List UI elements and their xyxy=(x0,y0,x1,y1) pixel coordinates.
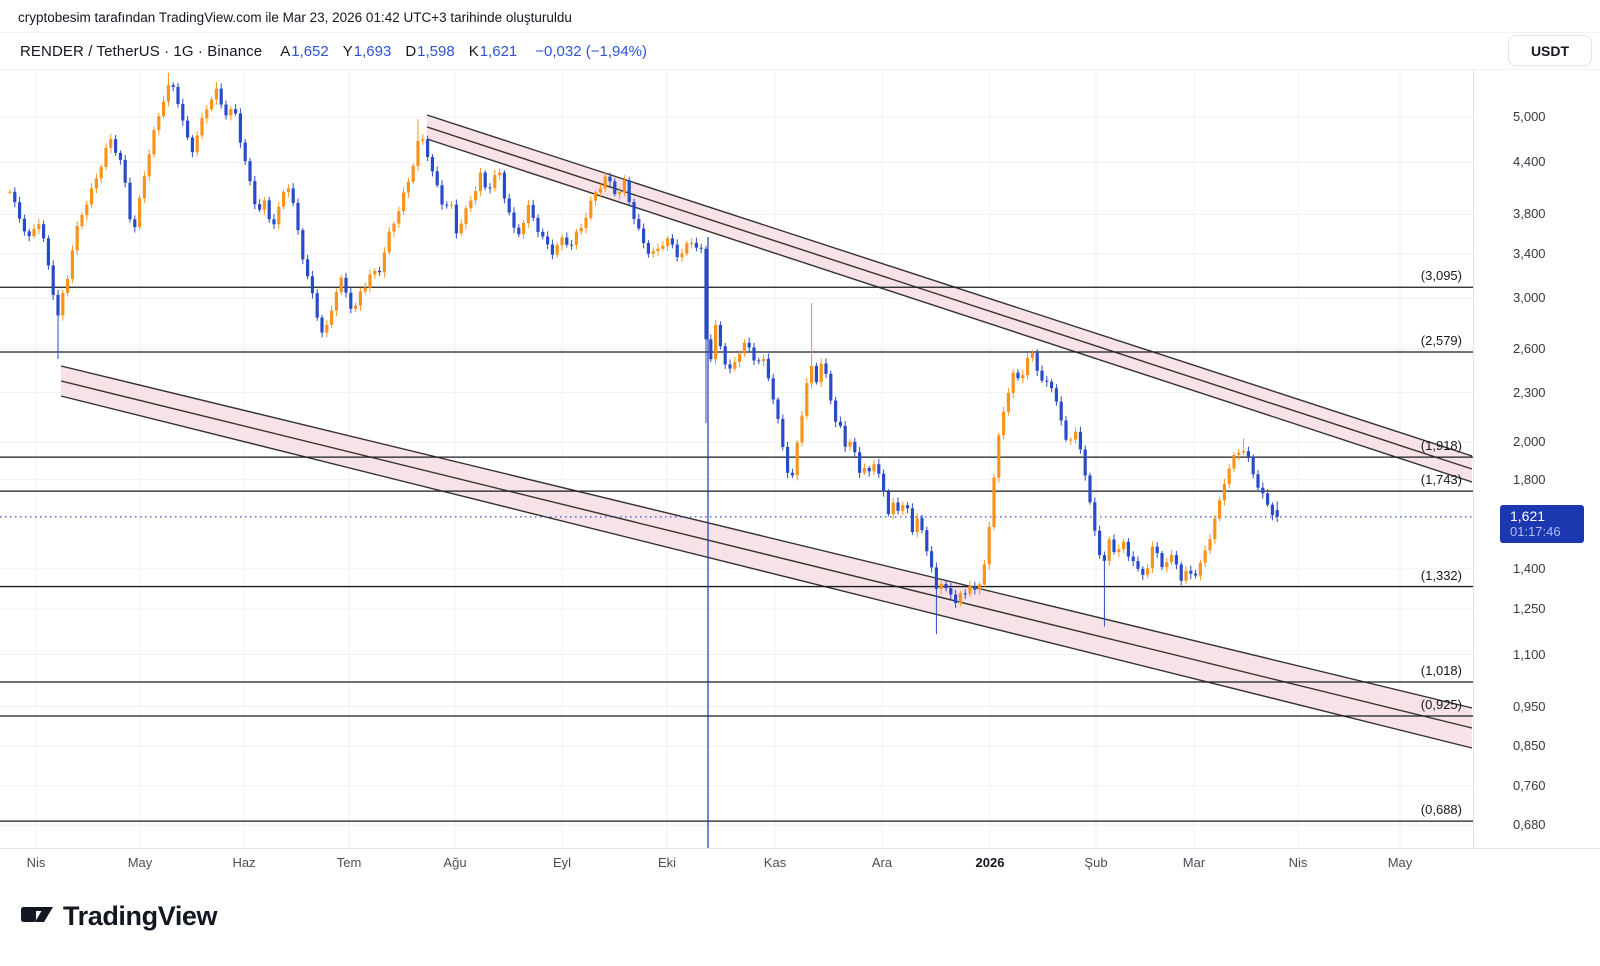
attribution-text: cryptobesim tarafından TradingView.com i… xyxy=(18,10,572,25)
price-axis-border xyxy=(1473,70,1474,848)
last-price-value: 1,621 xyxy=(1510,507,1546,524)
price-tick-label: 3,400 xyxy=(1513,245,1546,261)
price-tick-label: 5,000 xyxy=(1513,109,1546,124)
price-tick-label: 2,000 xyxy=(1513,434,1546,450)
chart-canvas[interactable] xyxy=(0,70,1473,848)
time-tick-label: Eyl xyxy=(552,855,572,870)
candle-countdown: 01:17:46 xyxy=(1510,523,1561,539)
tradingview-logo-icon xyxy=(21,907,53,922)
time-tick-label: May xyxy=(127,855,153,870)
header-separator xyxy=(0,32,1600,33)
price-tick-label: 0,760 xyxy=(1513,777,1546,793)
price-tick-label: 0,680 xyxy=(1513,817,1546,833)
pane-top-separator xyxy=(0,69,1600,70)
symbol-title[interactable]: RENDER / TetherUS · 1G · Binance xyxy=(20,42,263,60)
time-tick-label: Nis xyxy=(26,855,46,870)
time-tick-label: Tem xyxy=(336,855,362,870)
time-axis-border xyxy=(0,848,1600,849)
price-change: −0,032 (−1,94%) xyxy=(535,42,648,60)
price-tick-label: 3,800 xyxy=(1513,206,1546,222)
ohlc-key: Y xyxy=(342,42,353,60)
price-tick-label: 2,300 xyxy=(1513,384,1546,400)
ohlc-values: A 1,652 Y 1,693 D 1,598 K 1,621 xyxy=(280,43,517,60)
time-tick-label: Ara xyxy=(871,855,893,870)
ohlc-key: A xyxy=(280,42,291,60)
ohlc-pair: D 1,598 xyxy=(405,43,454,60)
ohlc-key: D xyxy=(405,42,417,60)
ohlc-pair: Y 1,693 xyxy=(343,43,392,60)
time-tick-label: May xyxy=(1387,855,1413,870)
price-tick-label: 0,850 xyxy=(1513,738,1546,754)
time-tick-label: Haz xyxy=(232,855,256,870)
price-tick-label: 2,600 xyxy=(1513,341,1546,357)
ohlc-pair: A 1,652 xyxy=(280,43,329,60)
price-tick-label: 1,400 xyxy=(1513,560,1546,576)
ohlc-value: 1,693 xyxy=(353,42,392,60)
time-tick-label: Kas xyxy=(763,855,787,870)
price-tick-label: 0,950 xyxy=(1513,698,1546,714)
ohlc-pair: K 1,621 xyxy=(469,43,518,60)
time-tick-label: 2026 xyxy=(975,855,1005,870)
price-tick-label: 1,800 xyxy=(1513,471,1546,487)
price-tick-label: 1,100 xyxy=(1513,646,1546,662)
price-scale[interactable]: 5,000 4,400 3,800 3,400 3,000 2,600 2,300 2,000… xyxy=(1474,70,1600,848)
time-tick-label: Ağu xyxy=(443,855,467,870)
ohlc-key: K xyxy=(468,42,479,60)
ohlc-value: 1,598 xyxy=(417,42,455,60)
time-tick-label: Nis xyxy=(1288,855,1308,870)
tradingview-logo[interactable]: TradingView xyxy=(20,899,218,933)
time-tick-label: Şub xyxy=(1084,855,1108,870)
time-scale[interactable]: Nis May Haz Tem Ağu Eyl Eki Kas Ara 2026 Şub Mar Nis… xyxy=(0,849,1473,889)
time-tick-label: Eki xyxy=(657,855,677,870)
symbol-info-bar: RENDER / TetherUS · 1G · Binance A 1,652 Y… xyxy=(20,40,647,62)
tradingview-brand-text: TradingView xyxy=(63,900,218,931)
last-price-badge[interactable]: 1,621 01:17:46 xyxy=(1500,504,1584,543)
chart-pane[interactable] xyxy=(0,70,1473,848)
time-tick-label: Mar xyxy=(1182,855,1206,870)
ohlc-value: 1,652 xyxy=(291,42,329,60)
price-tick-label: 1,250 xyxy=(1513,601,1546,617)
ohlc-value: 1,621 xyxy=(479,42,518,60)
price-tick-label: 4,400 xyxy=(1513,154,1546,170)
price-tick-label: 3,000 xyxy=(1513,290,1546,306)
currency-toggle-button[interactable]: USDT xyxy=(1508,35,1592,66)
